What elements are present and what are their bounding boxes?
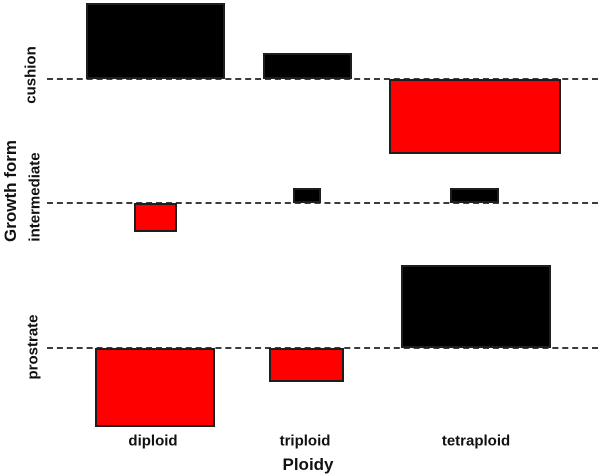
residual-bar-prostrate-diploid [95,348,215,427]
row-label-intermediate: intermediate [26,152,44,242]
residual-bar-prostrate-triploid [269,348,344,382]
residual-bar-intermediate-tetraploid [450,188,499,203]
x-tick-label-tetraploid: tetraploid [441,432,511,450]
residual-bar-intermediate-triploid [293,188,321,203]
x-tick-label-triploid: triploid [279,432,331,450]
residual-bar-cushion-diploid [86,3,225,79]
x-axis-title: Ploidy [282,455,334,474]
residual-bar-intermediate-diploid [134,203,177,232]
baseline-dashed-line-intermediate [47,202,598,204]
residual-bar-prostrate-tetraploid [401,265,551,348]
row-label-prostrate: prostrate [24,314,42,380]
residual-bar-cushion-triploid [263,53,352,79]
row-label-cushion: cushion [22,46,40,104]
x-tick-label-diploid: diploid [128,432,178,450]
y-axis-title: Growth form [1,140,20,242]
residual-bar-cushion-tetraploid [389,79,561,154]
baseline-dashed-line-cushion [47,78,598,80]
